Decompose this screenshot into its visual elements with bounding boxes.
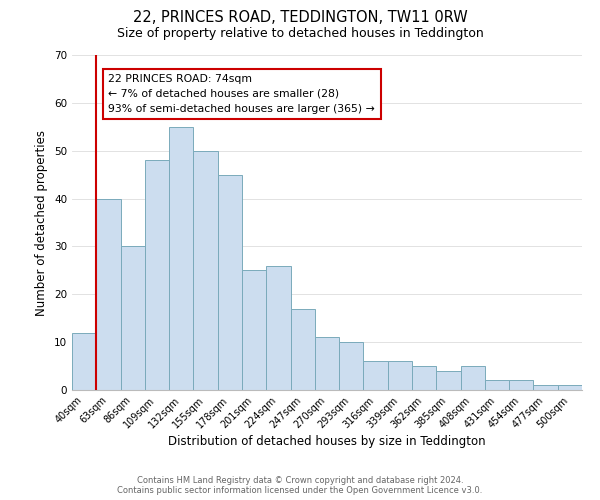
Bar — [290, 308, 315, 390]
Bar — [558, 385, 582, 390]
Bar — [218, 174, 242, 390]
Bar — [169, 127, 193, 390]
Bar — [436, 371, 461, 390]
Bar — [364, 362, 388, 390]
Text: 22, PRINCES ROAD, TEDDINGTON, TW11 0RW: 22, PRINCES ROAD, TEDDINGTON, TW11 0RW — [133, 10, 467, 25]
Text: Contains HM Land Registry data © Crown copyright and database right 2024.
Contai: Contains HM Land Registry data © Crown c… — [118, 476, 482, 495]
Bar — [266, 266, 290, 390]
Bar — [242, 270, 266, 390]
Bar — [96, 198, 121, 390]
Bar — [193, 150, 218, 390]
Bar — [485, 380, 509, 390]
Bar — [509, 380, 533, 390]
Bar — [339, 342, 364, 390]
Text: 22 PRINCES ROAD: 74sqm
← 7% of detached houses are smaller (28)
93% of semi-deta: 22 PRINCES ROAD: 74sqm ← 7% of detached … — [109, 74, 375, 114]
Bar — [461, 366, 485, 390]
Bar — [315, 338, 339, 390]
Bar — [145, 160, 169, 390]
Text: Size of property relative to detached houses in Teddington: Size of property relative to detached ho… — [116, 28, 484, 40]
Bar — [72, 332, 96, 390]
Bar — [121, 246, 145, 390]
X-axis label: Distribution of detached houses by size in Teddington: Distribution of detached houses by size … — [168, 436, 486, 448]
Bar — [412, 366, 436, 390]
Bar — [533, 385, 558, 390]
Bar — [388, 362, 412, 390]
Y-axis label: Number of detached properties: Number of detached properties — [35, 130, 49, 316]
